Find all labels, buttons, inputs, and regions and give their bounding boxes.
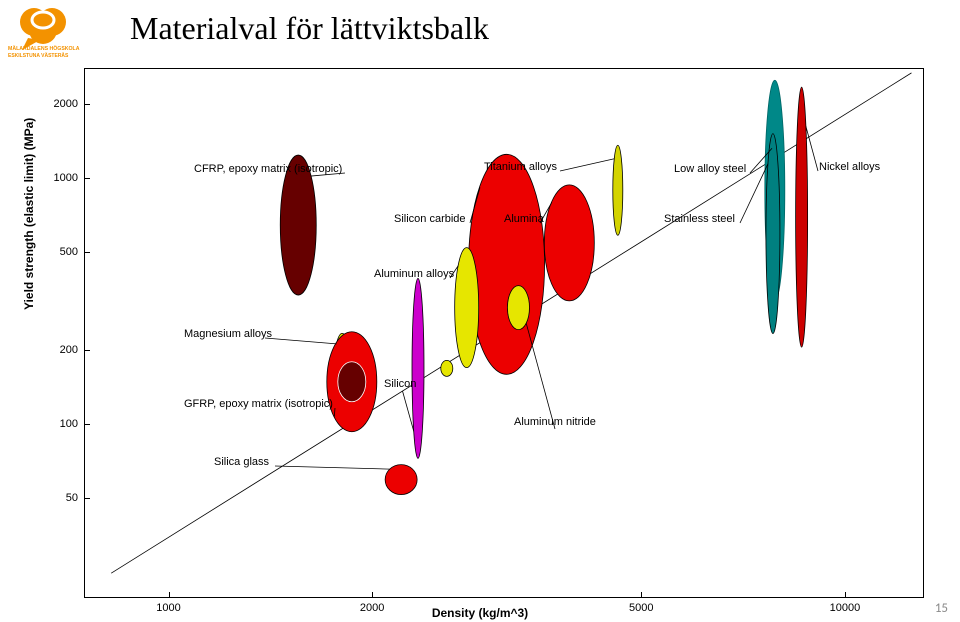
logo: MÄLARDALENS HÖGSKOLA ESKILSTUNA VÄSTERÅS <box>8 8 108 63</box>
x-tick-label: 5000 <box>629 602 653 614</box>
page-title: Materialval för lättviktsbalk <box>130 10 489 47</box>
y-tick-label: 500 <box>38 246 78 258</box>
material-label: Silicon <box>384 378 416 390</box>
svg-text:MÄLARDALENS HÖGSKOLA: MÄLARDALENS HÖGSKOLA <box>8 45 80 52</box>
material-label: CFRP, epoxy matrix (isotropic) <box>194 163 342 175</box>
y-tick-label: 2000 <box>38 98 78 110</box>
material-label: Magnesium alloys <box>184 328 272 340</box>
material-label: Silica glass <box>214 456 269 468</box>
material-label: Silicon carbide <box>394 213 466 225</box>
y-tick-label: 100 <box>38 418 78 430</box>
y-tick-label: 1000 <box>38 172 78 184</box>
y-tick-label: 200 <box>38 344 78 356</box>
material-label: Alumina <box>504 213 544 225</box>
page-number: 15 <box>935 601 948 616</box>
material-label: Nickel alloys <box>819 161 880 173</box>
svg-text:ESKILSTUNA VÄSTERÅS: ESKILSTUNA VÄSTERÅS <box>8 52 69 59</box>
material-label: GFRP, epoxy matrix (isotropic) <box>184 398 333 410</box>
y-axis-label: Yield strength (elastic limit) (MPa) <box>22 118 36 310</box>
x-tick-label: 2000 <box>360 602 384 614</box>
x-tick-label: 1000 <box>156 602 180 614</box>
material-label: Aluminum alloys <box>374 268 454 280</box>
material-label: Titanium alloys <box>484 161 557 173</box>
material-label: Aluminum nitride <box>514 416 596 428</box>
material-label: Low alloy steel <box>674 163 746 175</box>
x-axis-label: Density (kg/m^3) <box>432 606 528 620</box>
material-label: Stainless steel <box>664 213 735 225</box>
y-tick-label: 50 <box>38 492 78 504</box>
x-tick-label: 10000 <box>830 602 861 614</box>
